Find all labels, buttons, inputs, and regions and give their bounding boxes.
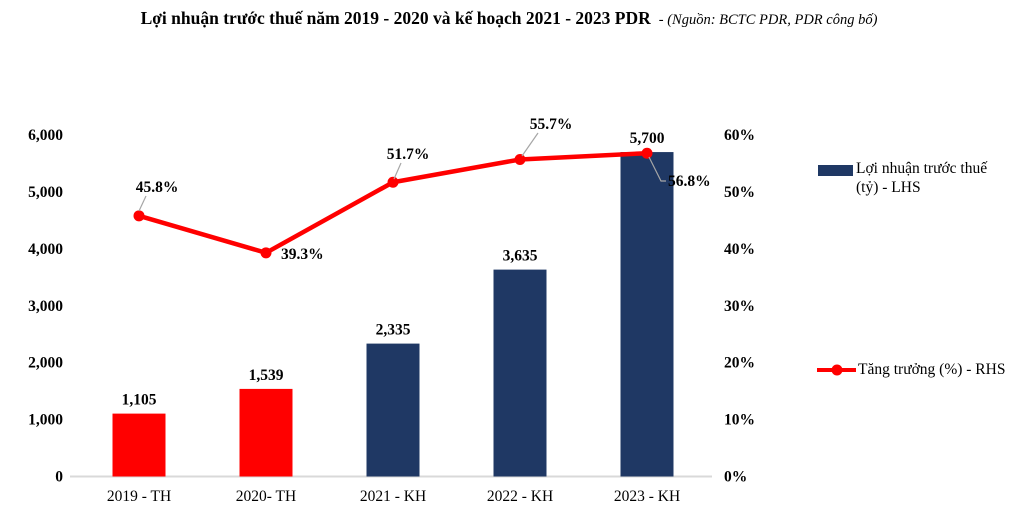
right-axis-tick-label: 0%: [724, 469, 747, 486]
line-point-label: 56.8%: [668, 173, 711, 190]
x-axis-category-label: 2019 - TH: [107, 488, 171, 505]
bar-2021 - KH: [366, 343, 420, 477]
legend-line-label: Tăng trưởng (%) - RHS: [858, 361, 1006, 378]
left-axis-tick-label: 6,000: [28, 127, 63, 144]
left-axis-tick-label: 3,000: [28, 298, 63, 315]
line-point-label: 51.7%: [387, 146, 430, 163]
label-leader-line: [138, 195, 147, 212]
bar-series-swatch-icon: [818, 165, 853, 176]
growth-line-marker: [133, 210, 145, 222]
legend-bars-label-line1: Lợi nhuận trước thuế: [856, 160, 988, 177]
left-axis-tick-label: 5,000: [28, 184, 63, 201]
line-marker-icon: [831, 364, 842, 376]
x-axis-category-label: 2020- TH: [236, 488, 296, 505]
line-point-label: 39.3%: [281, 246, 324, 263]
right-axis-tick-label: 20%: [724, 355, 755, 372]
label-leader-line: [521, 132, 539, 157]
growth-line-marker: [387, 176, 399, 188]
right-axis-tick-label: 50%: [724, 184, 755, 201]
bar-value-label: 2,335: [376, 322, 411, 339]
left-axis-tick-label: 4,000: [28, 241, 63, 258]
chart-title: Lợi nhuận trước thuế năm 2019 - 2020 và …: [0, 8, 1018, 29]
line-point-label: 45.8%: [136, 179, 179, 196]
x-axis-category-label: 2021 - KH: [360, 488, 426, 505]
legend-item-line: Tăng trưởng (%) - RHS: [817, 361, 1005, 380]
legend-bars-label: Lợi nhuận trước thuế (tỷ) - LHS: [856, 160, 987, 198]
right-axis-tick-label: 30%: [724, 298, 755, 315]
bar-2022 - KH: [493, 269, 547, 477]
bar-value-label: 3,635: [503, 248, 538, 265]
label-leader-line: [648, 156, 666, 182]
bar-2019 - TH: [112, 413, 166, 477]
line-point-label: 55.7%: [530, 116, 573, 133]
growth-line: [136, 150, 650, 256]
legend-bars-label-line2: (tỷ) - LHS: [856, 178, 921, 196]
left-axis-tick-label: 0: [55, 469, 63, 486]
growth-line-marker: [260, 247, 272, 259]
chart-title-source: - (Nguồn: BCTC PDR, PDR công bố): [658, 12, 878, 28]
bar-value-label: 1,105: [122, 392, 157, 409]
x-axis-category-label: 2023 - KH: [614, 488, 680, 505]
right-axis-tick-label: 40%: [724, 241, 755, 258]
bar-2020- TH: [239, 388, 293, 477]
legend-item-bars: Lợi nhuận trước thuế (tỷ) - LHS: [818, 160, 987, 198]
bar-value-label: 1,539: [249, 367, 284, 384]
line-series-swatch-icon: [817, 364, 856, 376]
left-axis-tick-label: 2,000: [28, 355, 63, 372]
bar-value-label: 5,700: [630, 130, 665, 147]
right-axis-tick-label: 60%: [724, 127, 755, 144]
label-leader-line: [393, 162, 402, 180]
bar-2023 - KH: [620, 152, 674, 477]
chart-title-main: Lợi nhuận trước thuế năm 2019 - 2020 và …: [140, 8, 651, 28]
right-axis-tick-label: 10%: [724, 412, 755, 429]
x-axis-category-label: 2022 - KH: [487, 488, 553, 505]
left-axis-tick-label: 1,000: [28, 412, 63, 429]
growth-line-marker: [641, 147, 653, 159]
growth-line-marker: [514, 153, 526, 165]
